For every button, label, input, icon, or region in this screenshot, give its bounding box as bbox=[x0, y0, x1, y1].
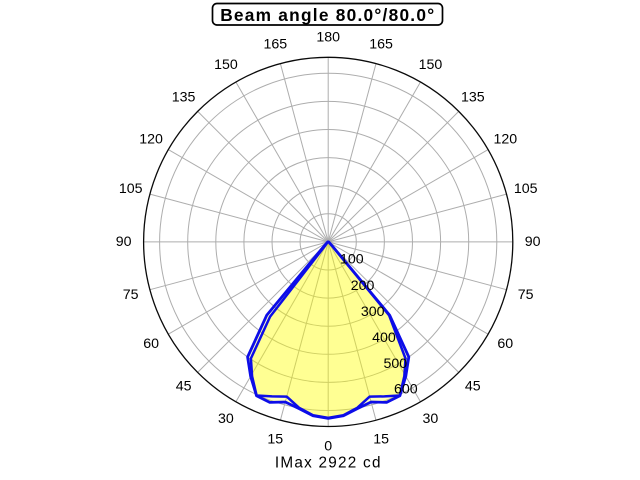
svg-text:600: 600 bbox=[394, 382, 418, 398]
svg-text:135: 135 bbox=[172, 89, 196, 105]
svg-text:120: 120 bbox=[139, 132, 163, 148]
svg-text:400: 400 bbox=[372, 330, 396, 346]
svg-text:45: 45 bbox=[176, 379, 192, 395]
svg-text:30: 30 bbox=[218, 411, 234, 427]
svg-text:135: 135 bbox=[461, 89, 485, 105]
svg-text:150: 150 bbox=[214, 57, 238, 73]
svg-text:75: 75 bbox=[123, 287, 139, 303]
svg-text:IMax 2922 cd: IMax 2922 cd bbox=[275, 454, 382, 471]
svg-text:180: 180 bbox=[316, 29, 340, 45]
svg-text:Beam angle 80.0°/80.0°: Beam angle 80.0°/80.0° bbox=[220, 5, 435, 25]
svg-text:75: 75 bbox=[518, 287, 534, 303]
svg-text:0: 0 bbox=[324, 438, 332, 454]
svg-text:105: 105 bbox=[119, 181, 143, 197]
svg-text:150: 150 bbox=[419, 57, 443, 73]
svg-text:300: 300 bbox=[361, 304, 385, 320]
svg-text:500: 500 bbox=[383, 356, 407, 372]
svg-text:15: 15 bbox=[373, 431, 389, 447]
svg-text:120: 120 bbox=[493, 132, 517, 148]
svg-text:60: 60 bbox=[143, 336, 159, 352]
svg-text:200: 200 bbox=[351, 278, 375, 294]
svg-text:165: 165 bbox=[369, 36, 393, 52]
svg-text:15: 15 bbox=[267, 431, 283, 447]
svg-text:30: 30 bbox=[423, 411, 439, 427]
svg-text:90: 90 bbox=[525, 234, 541, 250]
svg-text:60: 60 bbox=[497, 336, 513, 352]
svg-text:165: 165 bbox=[263, 36, 287, 52]
svg-text:105: 105 bbox=[514, 181, 538, 197]
svg-text:100: 100 bbox=[340, 252, 364, 268]
svg-text:90: 90 bbox=[116, 234, 132, 250]
svg-text:45: 45 bbox=[465, 379, 481, 395]
